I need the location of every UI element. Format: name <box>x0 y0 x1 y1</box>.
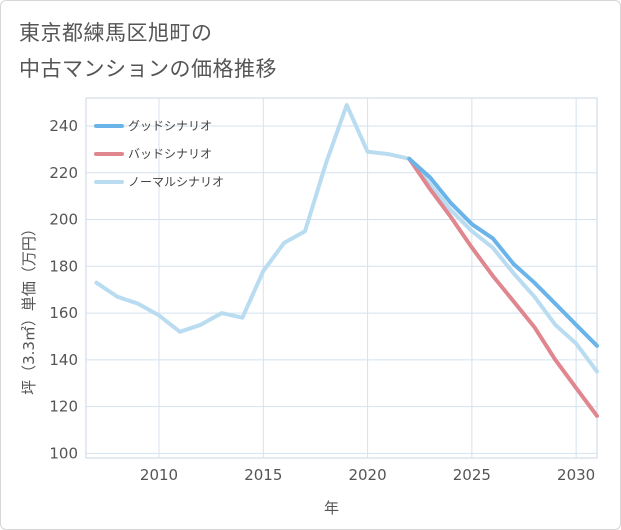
series-line <box>407 156 599 348</box>
series-line <box>407 156 599 418</box>
y-tick-label: 200 <box>49 211 78 229</box>
x-axis-label: 年 <box>324 499 339 517</box>
chart-title-line-1: 東京都練馬区旭町の <box>19 21 213 45</box>
y-tick-label: 100 <box>49 444 78 462</box>
legend-label: グッドシナリオ <box>128 119 212 133</box>
chart-title: 東京都練馬区旭町の 中古マンションの価格推移 <box>19 15 579 87</box>
y-tick-label: 220 <box>49 164 78 182</box>
plot-area <box>85 97 598 459</box>
x-tick-label: 2020 <box>348 466 386 484</box>
y-tick-label: 240 <box>49 117 78 135</box>
y-tick-label: 140 <box>49 351 78 369</box>
x-tick-label: 2010 <box>140 466 178 484</box>
legend-label: ノーマルシナリオ <box>128 175 224 189</box>
chart-title-line-2: 中古マンションの価格推移 <box>19 57 277 81</box>
x-tick-label: 2015 <box>244 466 282 484</box>
series-line <box>94 103 599 374</box>
y-tick-label: 120 <box>49 398 78 416</box>
legend-label: バッドシナリオ <box>128 147 212 161</box>
y-tick-label: 180 <box>49 257 78 275</box>
x-tick-label: 2025 <box>453 466 491 484</box>
x-tick-label: 2030 <box>557 466 595 484</box>
y-axis-label: 坪（3.3㎡）単価（万円） <box>20 221 38 395</box>
y-tick-label: 160 <box>49 304 78 322</box>
